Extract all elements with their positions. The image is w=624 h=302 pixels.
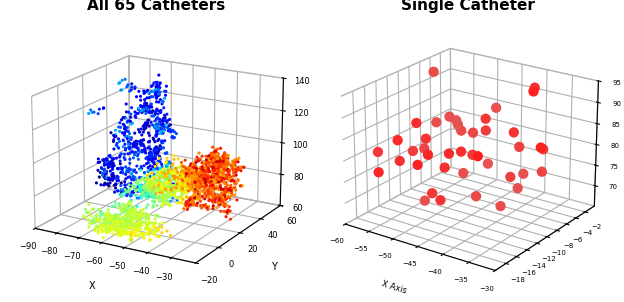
Title: All 65 Catheters: All 65 Catheters — [87, 0, 225, 13]
X-axis label: X: X — [89, 281, 95, 291]
Title: Single Catheter: Single Catheter — [401, 0, 535, 13]
X-axis label: X Axis: X Axis — [381, 279, 408, 295]
Y-axis label: Y: Y — [271, 262, 277, 272]
